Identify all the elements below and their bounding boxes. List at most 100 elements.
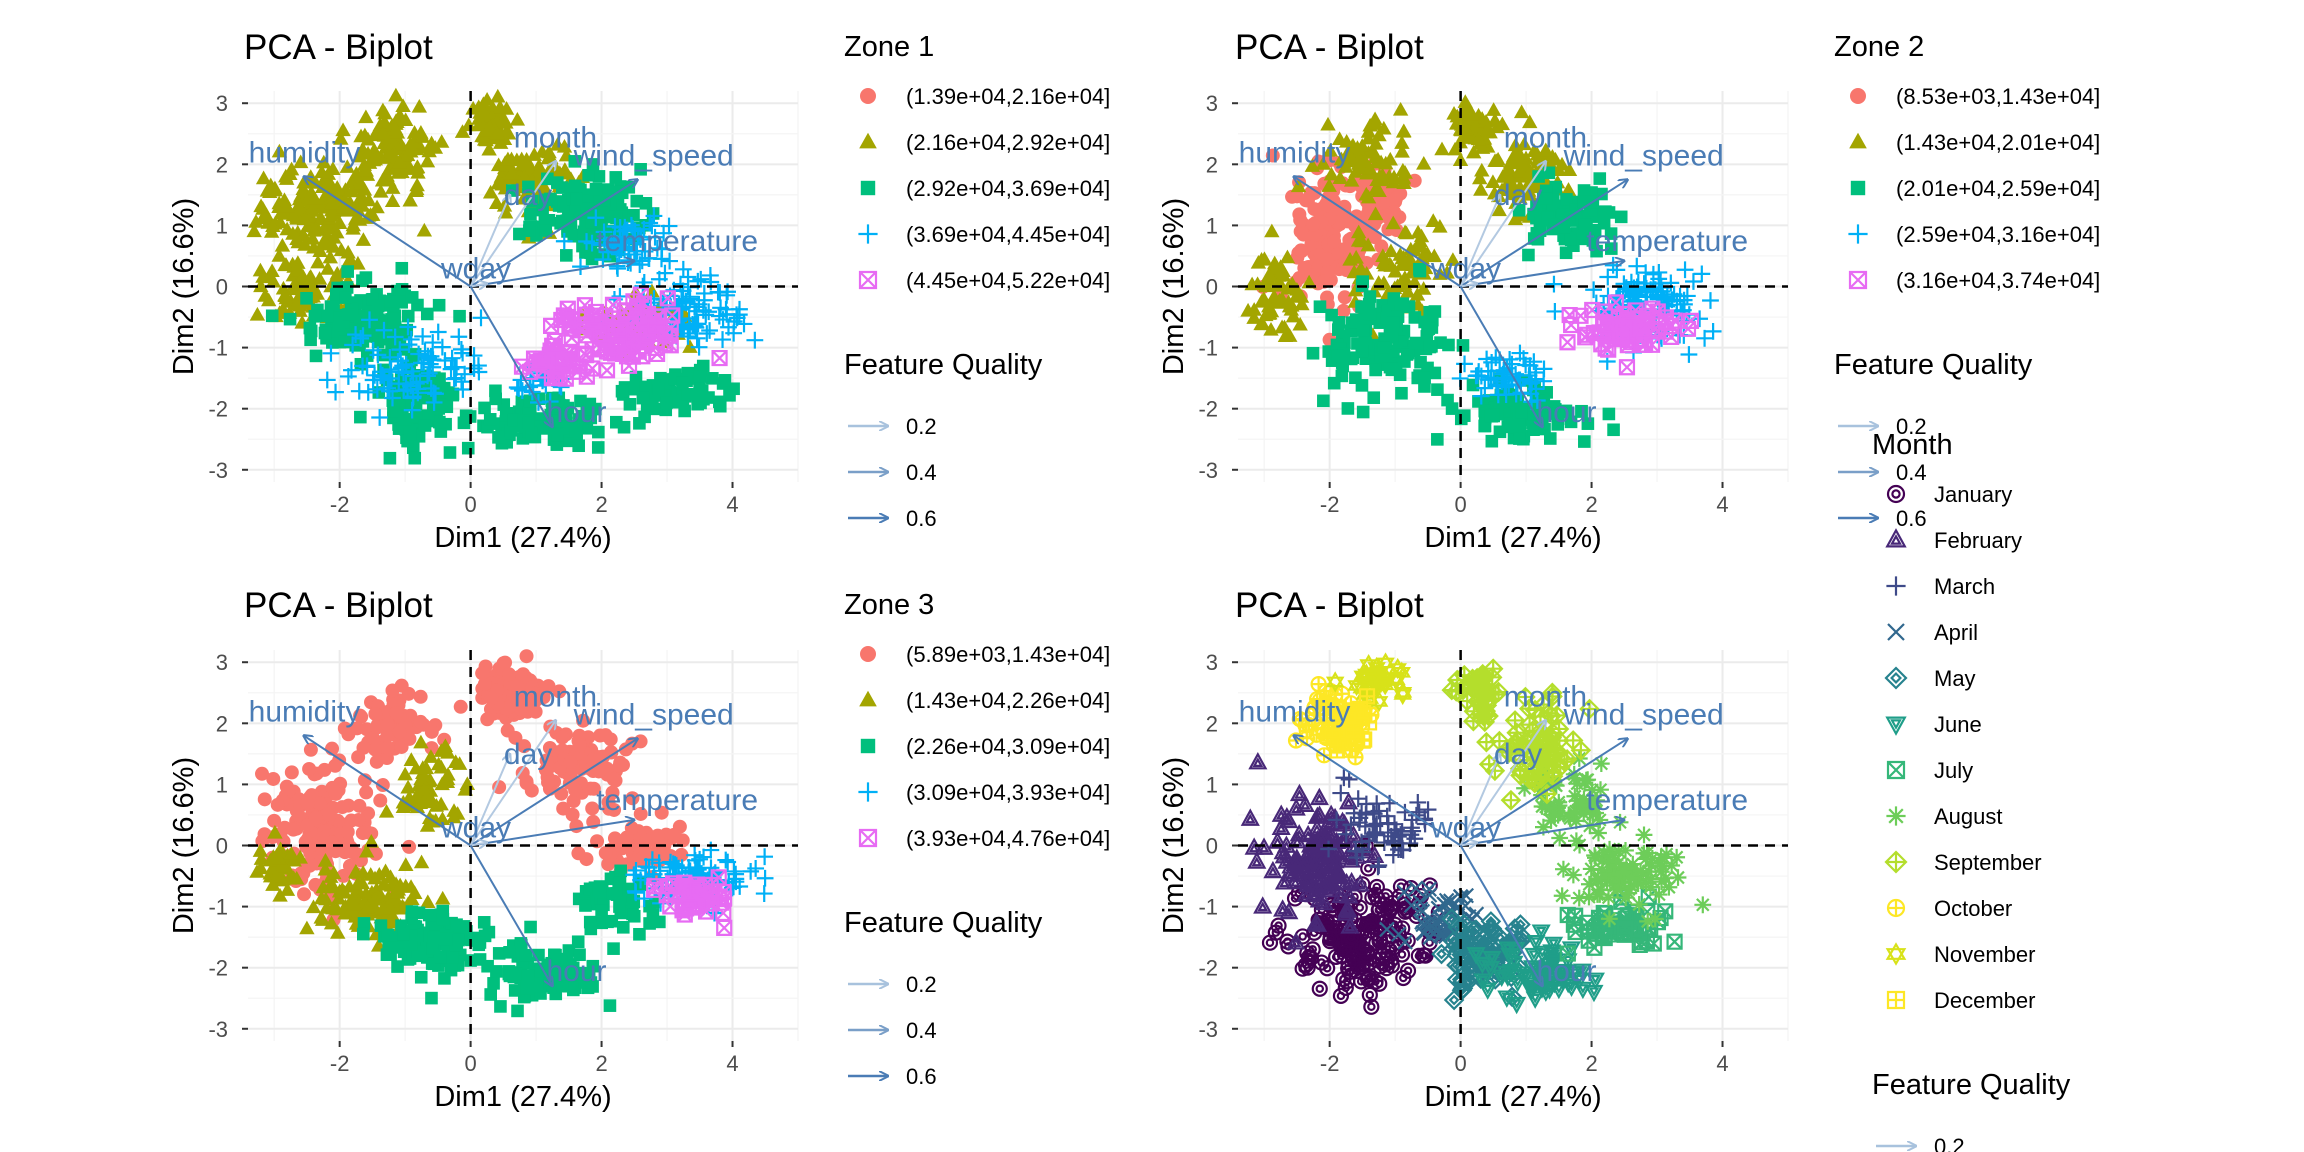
data-point bbox=[271, 248, 287, 262]
y-tick-label: -3 bbox=[1198, 458, 1218, 483]
data-point bbox=[336, 868, 351, 883]
data-point bbox=[292, 154, 309, 169]
data-point bbox=[379, 379, 397, 397]
data-point bbox=[339, 159, 355, 173]
data-point bbox=[595, 904, 608, 917]
data-point bbox=[309, 349, 323, 363]
data-point bbox=[537, 180, 553, 195]
data-point bbox=[1355, 344, 1369, 358]
y-tick-label: 1 bbox=[216, 213, 228, 238]
data-point bbox=[1570, 889, 1588, 907]
data-point bbox=[1337, 899, 1357, 917]
data-point bbox=[312, 796, 327, 811]
data-point bbox=[603, 999, 617, 1012]
data-point bbox=[411, 373, 429, 391]
data-point bbox=[329, 182, 346, 196]
data-point bbox=[1414, 903, 1431, 920]
data-point bbox=[1553, 887, 1571, 905]
data-point bbox=[541, 172, 554, 186]
data-point bbox=[596, 206, 609, 220]
data-point bbox=[627, 862, 645, 879]
data-point bbox=[673, 859, 691, 877]
legend-key bbox=[1849, 132, 1867, 149]
data-point bbox=[389, 705, 404, 720]
data-point bbox=[405, 905, 419, 918]
data-point bbox=[556, 801, 571, 816]
data-point bbox=[398, 857, 414, 871]
data-point bbox=[414, 970, 428, 984]
data-point bbox=[1277, 851, 1297, 869]
data-point bbox=[383, 900, 399, 915]
data-point bbox=[1315, 854, 1335, 873]
data-point bbox=[1473, 182, 1489, 196]
data-point bbox=[375, 321, 393, 339]
data-point bbox=[397, 928, 410, 941]
data-point bbox=[489, 392, 502, 406]
data-point bbox=[253, 278, 269, 293]
data-point bbox=[1628, 257, 1646, 275]
data-point bbox=[265, 849, 282, 863]
data-point bbox=[388, 87, 404, 102]
data-point bbox=[650, 270, 668, 288]
data-point bbox=[1321, 178, 1337, 192]
data-point bbox=[1320, 252, 1335, 267]
data-point bbox=[1341, 850, 1362, 868]
vector-wday bbox=[1460, 283, 1477, 286]
data-point bbox=[1567, 802, 1585, 820]
data-point bbox=[1385, 330, 1399, 344]
data-point bbox=[1633, 314, 1650, 332]
data-point bbox=[524, 920, 537, 934]
data-point bbox=[492, 947, 506, 960]
data-point bbox=[636, 391, 650, 405]
data-point bbox=[1370, 802, 1388, 820]
data-point bbox=[1476, 379, 1494, 397]
data-point bbox=[629, 228, 647, 246]
data-point bbox=[368, 380, 386, 398]
data-point bbox=[1240, 808, 1260, 826]
data-point bbox=[484, 988, 497, 1001]
data-point bbox=[710, 307, 728, 325]
data-point bbox=[568, 179, 582, 193]
data-point bbox=[437, 738, 454, 753]
data-point bbox=[494, 1000, 507, 1013]
data-point bbox=[305, 899, 322, 914]
data-point bbox=[1414, 355, 1427, 369]
data-point bbox=[1561, 162, 1578, 176]
data-point bbox=[598, 845, 613, 860]
data-point bbox=[487, 977, 500, 990]
data-point bbox=[718, 374, 732, 387]
data-point bbox=[352, 798, 367, 813]
data-point bbox=[592, 170, 606, 183]
data-point bbox=[1364, 889, 1381, 906]
data-point bbox=[1593, 172, 1607, 185]
data-point bbox=[1668, 848, 1686, 866]
data-point bbox=[322, 249, 338, 264]
data-point bbox=[519, 776, 534, 791]
data-point bbox=[592, 425, 605, 439]
vector-wday bbox=[470, 283, 487, 286]
data-point bbox=[1569, 972, 1590, 990]
data-point bbox=[1296, 884, 1316, 903]
data-point bbox=[354, 709, 369, 724]
data-point bbox=[1587, 849, 1604, 867]
data-point bbox=[324, 195, 340, 210]
data-point bbox=[1501, 420, 1515, 434]
data-point bbox=[1279, 249, 1296, 264]
data-point bbox=[1545, 275, 1563, 293]
data-point bbox=[1353, 973, 1370, 990]
data-point bbox=[1248, 752, 1268, 770]
y-tick-label: 1 bbox=[216, 772, 228, 797]
legend-key bbox=[1850, 88, 1866, 104]
data-point bbox=[640, 249, 658, 267]
data-point bbox=[1388, 191, 1403, 206]
data-point bbox=[634, 163, 647, 176]
data-point bbox=[1618, 359, 1636, 376]
data-point bbox=[1412, 233, 1428, 248]
y-tick-label: -1 bbox=[208, 336, 228, 361]
data-point bbox=[1474, 140, 1491, 154]
data-point bbox=[1394, 841, 1412, 859]
data-point bbox=[617, 420, 631, 434]
data-point bbox=[1307, 806, 1327, 824]
data-point bbox=[1368, 795, 1386, 812]
data-point bbox=[619, 830, 634, 845]
